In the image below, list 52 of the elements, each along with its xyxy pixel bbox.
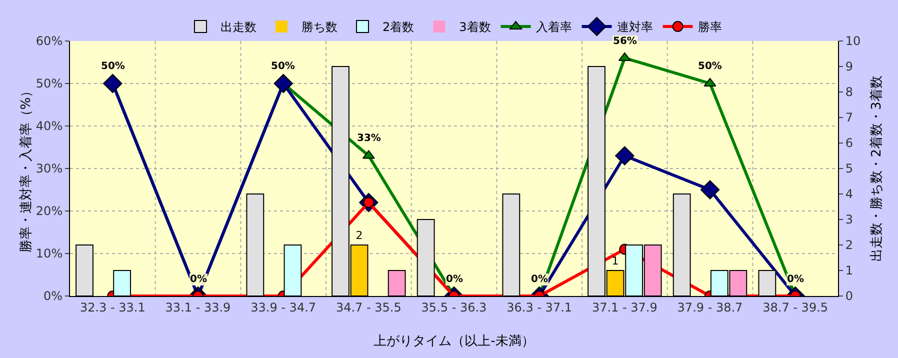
y-axis-title: 勝率・連対率・入着率（%） [18, 84, 34, 253]
point [700, 180, 720, 200]
y-tick-label: 10% [36, 246, 63, 261]
legend-label: 勝ち数 [302, 20, 338, 34]
legend-label: 勝率 [698, 20, 722, 34]
x-axis-title: 上がりタイム（以上-未満） [374, 334, 534, 349]
y2-tick-label: 5 [845, 162, 854, 176]
y2-tick-label: 4 [845, 187, 854, 202]
x-tick-label: 36.3 - 37.1 [506, 300, 572, 314]
data-label: 0% [787, 274, 804, 285]
data-label: 56% [613, 36, 637, 47]
y-tick-label: 50% [36, 76, 63, 91]
x-tick-label: 35.5 - 36.3 [421, 300, 487, 314]
y2-tick-label: 6 [845, 136, 854, 150]
x-tick-label: 38.7 - 39.5 [762, 300, 828, 314]
data-label: 50% [698, 61, 722, 72]
y2-tick-label: 7 [845, 110, 854, 125]
x-tick-label: 33.1 - 33.9 [165, 300, 231, 314]
y2-tick-label: 3 [845, 212, 854, 227]
y2-axis-title: 出走数・勝ち数・2着数・3着数 [868, 76, 884, 262]
data-label: 33% [357, 133, 381, 144]
y2-tick-label: 0 [845, 289, 854, 304]
x-tick-label: 32.3 - 33.1 [80, 300, 146, 314]
data-label: 2 [356, 229, 363, 242]
y-tick-label: 0% [44, 289, 63, 304]
y2-tick-label: 8 [845, 85, 854, 100]
x-tick-label: 34.7 - 35.5 [336, 300, 402, 314]
data-label: 0% [446, 274, 463, 285]
data-label: 50% [271, 61, 295, 72]
data-label: 1 [612, 254, 619, 268]
x-tick-label: 37.1 - 37.9 [592, 300, 658, 314]
y-tick-label: 60% [36, 34, 63, 48]
y2-tick-label: 10 [845, 34, 861, 48]
y2-tick-label: 2 [845, 238, 854, 252]
y-tick-label: 40% [36, 119, 63, 134]
data-label: 0% [190, 274, 207, 285]
y-tick-label: 20% [36, 204, 63, 218]
data-label: 50% [101, 61, 125, 72]
legend-label: 2着数 [382, 20, 414, 34]
point [274, 74, 293, 94]
y2-tick-label: 9 [845, 60, 854, 74]
x-tick-label: 37.9 - 38.7 [677, 300, 743, 314]
point [103, 74, 122, 94]
legend-label: 連対率 [616, 20, 653, 34]
legend-label: 3着数 [459, 20, 491, 34]
data-label: 0% [531, 274, 548, 285]
x-tick-label: 33.9 - 34.7 [250, 300, 316, 314]
legend-label: 入着率 [536, 20, 572, 34]
y2-tick-label: 1 [845, 264, 854, 278]
point [615, 146, 634, 166]
y-tick-label: 30% [36, 162, 63, 176]
legend-label: 出走数 [220, 20, 256, 34]
